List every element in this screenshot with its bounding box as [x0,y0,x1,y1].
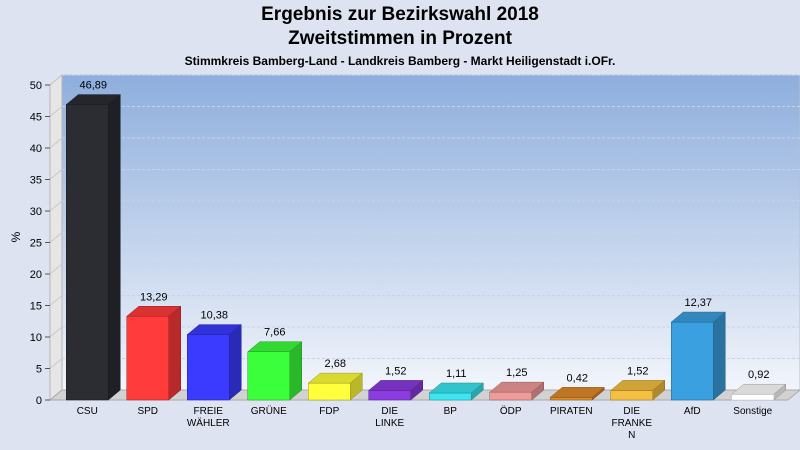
chart-region-subtitle: Stimmkreis Bamberg-Land - Landkreis Bamb… [184,54,616,68]
bar-die-franke-n [610,379,666,401]
y-axis-label: % [9,231,23,242]
gridline-side [49,232,63,243]
x-tick-label: SPD [137,406,158,417]
bar-piraten [549,386,605,401]
y-tick-label: 0 [36,395,42,407]
y-tick-label: 20 [30,269,42,281]
bar-top [65,94,121,105]
bar-front [731,393,774,401]
gridline-side [49,200,63,212]
bar-top [489,381,545,393]
chart-subtitle: Zweitstimmen in Prozent [288,28,512,49]
bar-value-label: 1,25 [506,367,527,379]
bar-side [108,94,121,401]
bar-top [549,387,605,398]
bar-value-label: 12,37 [684,297,712,309]
chart-title: Ergebnis zur Bezirkswahl 2018 [261,4,539,25]
bar-front [66,104,109,401]
gridline-side [49,263,63,275]
bar-value-label: 7,66 [264,327,285,339]
bar-top [247,341,303,352]
y-tick-label: 45 [30,112,42,124]
bar-top [307,372,363,384]
gridline-side [49,74,63,86]
bar-front [308,382,351,401]
bar-value-label: 1,52 [385,365,406,377]
bar-side [229,324,242,401]
bar-side [168,305,181,401]
y-tick-label: 50 [30,80,42,92]
y-tick-label: 25 [30,238,42,250]
x-tick-label: GRÜNE [251,405,287,417]
gridline-side [49,137,63,149]
bar-top [186,324,242,335]
x-tick-label: DIE FRANKE N [611,406,652,441]
bar-front [429,392,472,401]
x-tick-label: ÖDP [500,405,522,417]
y-tick-label: 35 [30,175,42,187]
bar-die-linke [368,379,424,401]
bar-top [610,380,666,391]
bar-ödp [489,381,545,401]
bar-top [126,306,182,317]
x-tick-label: CSU [77,406,98,417]
bar-top [428,382,484,394]
bar-value-label: 13,29 [140,291,168,303]
bar-front [610,390,653,401]
bar-value-label: 0,92 [748,369,769,381]
bar-front [489,391,532,401]
bar-value-label: 46,89 [79,80,107,92]
bar-afd [670,311,726,401]
bar-front [368,390,411,401]
bar-top [368,380,424,391]
bar-value-label: 0,42 [567,372,588,384]
x-tick-label: PIRATEN [550,406,593,417]
x-tick-label: Sonstige [733,406,772,417]
gridline-side [49,326,63,338]
gridline-side [49,106,63,117]
y-tick-label: 30 [30,206,42,218]
y-tick-label: 5 [36,364,42,376]
bar-fdp [307,372,363,401]
bar-bp [428,382,484,401]
bar-grüne [247,341,303,401]
bar-value-label: 2,68 [325,358,346,370]
bar-freie-wähler [186,324,242,401]
bar-side [713,311,726,401]
gridline-side [49,358,63,369]
bar-front [126,316,169,401]
bar-front [671,321,714,401]
y-tick-label: 10 [30,332,42,344]
x-tick-label: DIE LINKE [375,406,404,429]
x-tick-label: FREIE WÄHLER [187,406,230,429]
bar-value-label: 10,38 [200,310,228,322]
bar-sonstige [731,383,787,401]
x-tick-label: FDP [319,406,339,417]
gridline-side [49,169,63,180]
bar-top [731,383,787,395]
bar-spd [126,305,182,401]
bar-front [247,351,290,401]
y-tick-label: 40 [30,143,42,155]
bar-value-label: 1,52 [627,365,648,377]
bar-front [550,397,593,401]
bar-value-label: 1,11 [446,368,467,380]
bar-csu [65,94,121,401]
x-tick-label: AfD [684,406,701,417]
bar-front [187,334,230,401]
bar-top [670,311,726,323]
x-tick-label: BP [444,406,458,417]
gridline-side [49,295,63,306]
y-tick-label: 15 [30,301,42,313]
